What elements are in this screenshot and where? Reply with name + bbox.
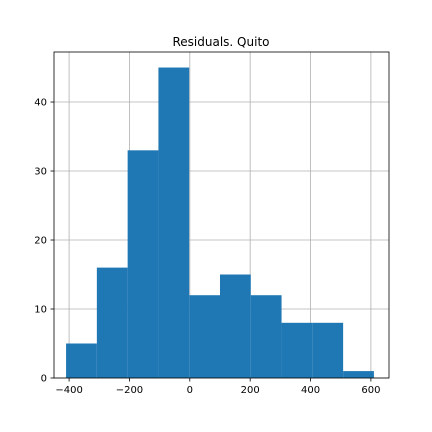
x-tick-label: −400 (55, 385, 82, 396)
y-tick-label: 40 (34, 98, 47, 109)
histogram-bar (96, 267, 128, 378)
histogram-bars (66, 67, 374, 379)
plot-frame (53, 51, 390, 379)
x-tick-label: −200 (116, 385, 143, 396)
histogram-bar (312, 322, 344, 378)
histogram-bar (189, 295, 220, 378)
y-tick-label: 20 (34, 236, 47, 247)
chart-title: Residuals. Quito (173, 35, 270, 49)
y-tick-label: 0 (41, 374, 47, 385)
x-tick-label: 400 (301, 385, 320, 396)
y-tick-label: 10 (34, 305, 47, 316)
histogram-bar (219, 274, 251, 378)
y-axis: 0 10 20 30 40 (34, 98, 54, 385)
x-tick-label: 600 (361, 385, 380, 396)
histogram-bar (127, 150, 159, 378)
histogram-bar (250, 295, 282, 378)
x-tick-label: 200 (241, 385, 260, 396)
x-tick-label: 0 (187, 385, 193, 396)
x-axis: −400 −200 0 200 400 600 (55, 378, 380, 396)
histogram-bar (158, 67, 190, 379)
histogram-bar (343, 371, 374, 378)
y-tick-label: 30 (34, 167, 47, 178)
histogram-bar (281, 322, 313, 378)
histogram-bar (66, 343, 97, 378)
